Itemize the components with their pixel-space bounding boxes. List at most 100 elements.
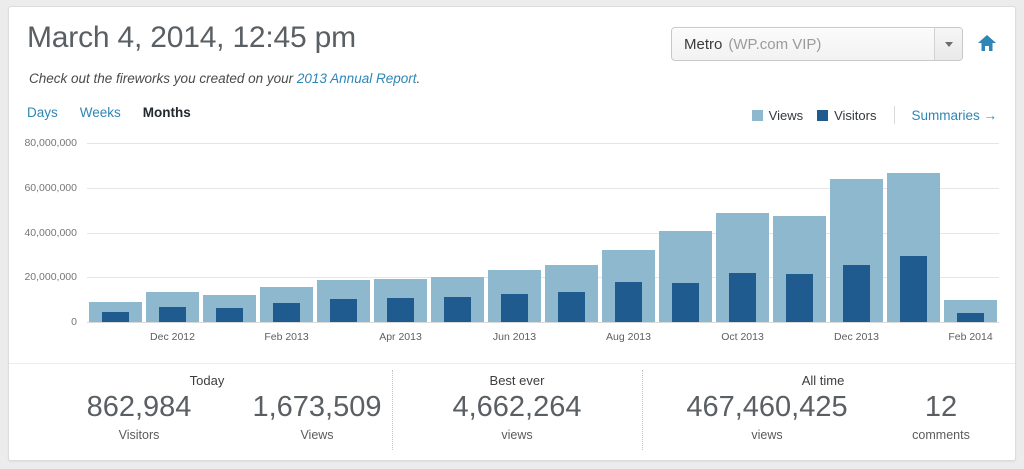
stat-unit-label: Visitors — [118, 428, 160, 442]
stat-value: 4,662,264 — [452, 391, 582, 423]
legend-swatch-views — [751, 109, 763, 121]
legend-item-views[interactable]: Views — [751, 107, 804, 123]
x-axis-tick-label: Oct 2013 — [721, 331, 764, 343]
stat-unit-label: views — [751, 428, 783, 442]
stat-value: 12 — [924, 391, 958, 423]
chart-bar-group[interactable] — [771, 137, 828, 322]
chevron-down-icon — [944, 41, 953, 47]
stat-unit-label: views — [501, 428, 533, 442]
chart-bar-group[interactable] — [144, 137, 201, 322]
stat-value: 862,984 — [86, 391, 192, 423]
stat-group-label: Today — [189, 373, 225, 388]
chart-bar-group[interactable] — [372, 137, 429, 322]
bar-visitors[interactable] — [500, 293, 529, 322]
y-axis-tick-label: 60,000,000 — [24, 181, 77, 194]
y-axis-tick-label: 20,000,000 — [24, 271, 77, 284]
y-axis-tick-label: 80,000,000 — [24, 137, 77, 149]
chart-bar-group[interactable] — [657, 137, 714, 322]
subtitle-text: Check out the fireworks you created on y… — [29, 71, 297, 86]
gridline — [87, 187, 999, 189]
x-axis-tick-label: Dec 2012 — [150, 331, 195, 343]
bar-visitors[interactable] — [158, 307, 187, 322]
stat-divider — [642, 370, 643, 450]
bar-visitors[interactable] — [728, 272, 757, 322]
legend-swatch-visitors — [817, 109, 829, 121]
stats-panel: March 4, 2014, 12:45 pm Check out the fi… — [8, 6, 1016, 461]
stat-group: Best ever 4,662,264 views — [397, 364, 637, 458]
stat-cell: 1,673,509 Views — [217, 390, 417, 442]
legend-item-visitors[interactable]: Visitors — [817, 108, 876, 123]
stat-cell: 4,662,264 views — [417, 390, 617, 442]
gridline — [87, 143, 999, 144]
chart-legend: Views Visitors Summaries → — [751, 106, 997, 124]
x-axis-tick-label: Aug 2013 — [606, 331, 651, 343]
tab-days[interactable]: Days — [27, 105, 58, 120]
site-selector-arrow-box[interactable] — [934, 28, 962, 60]
bar-visitors[interactable] — [272, 302, 301, 322]
period-tabs: Days Weeks Months — [27, 105, 191, 120]
bar-visitors[interactable] — [329, 298, 358, 322]
legend-label-views: Views — [768, 107, 804, 123]
bar-visitors[interactable] — [614, 282, 643, 322]
home-icon[interactable] — [977, 34, 997, 52]
x-axis-tick-label: Dec 2013 — [834, 331, 879, 343]
summaries-link[interactable]: Summaries → — [911, 107, 997, 123]
y-axis-tick-label: 0 — [71, 316, 77, 328]
site-selector-name: Metro — [684, 35, 723, 53]
gridline — [87, 277, 999, 279]
chart-bar-group[interactable] — [942, 137, 999, 322]
site-selector-qualifier: (WP.com VIP) — [728, 35, 822, 53]
bar-visitors[interactable] — [956, 313, 985, 322]
site-selector-wrap: Metro (WP.com VIP) — [671, 27, 963, 61]
chart-baseline — [87, 322, 999, 323]
tab-weeks[interactable]: Weeks — [79, 105, 121, 120]
x-axis-tick-label: Feb 2013 — [264, 331, 309, 343]
chart-bar-group[interactable] — [885, 137, 942, 322]
page-title: March 4, 2014, 12:45 pm — [27, 21, 356, 54]
stat-group: Today 862,984 Visitors 1,673,509 Views — [27, 364, 387, 458]
chart-bar-group[interactable] — [828, 137, 885, 322]
subtitle-suffix: . — [416, 71, 421, 86]
bar-visitors[interactable] — [671, 282, 700, 322]
stat-cell: 862,984 Visitors — [39, 390, 239, 442]
chart-bar-group[interactable] — [315, 137, 372, 322]
stat-value: 467,460,425 — [686, 391, 848, 423]
chart-bar-group[interactable] — [429, 137, 486, 322]
tab-months[interactable]: Months — [142, 105, 191, 120]
x-axis-tick-label: Apr 2013 — [379, 331, 422, 343]
chart-bar-group[interactable] — [258, 137, 315, 322]
bar-visitors[interactable] — [386, 298, 415, 322]
stat-divider — [392, 370, 393, 450]
bar-visitors[interactable] — [443, 297, 472, 322]
stat-group: All time 467,460,425 views 12 comments — [647, 364, 999, 458]
chart-bar-group[interactable] — [486, 137, 543, 322]
panel-header: March 4, 2014, 12:45 pm Check out the fi… — [9, 7, 1015, 99]
annual-report-link[interactable]: 2013 Annual Report — [296, 71, 417, 86]
stat-cell: 12 comments — [883, 390, 999, 442]
stat-value: 1,673,509 — [252, 391, 382, 423]
x-axis-tick-label: Jun 2013 — [492, 331, 537, 343]
bar-visitors[interactable] — [842, 265, 871, 322]
x-axis-tick-label: Feb 2014 — [948, 331, 993, 343]
chart-bar-group[interactable] — [201, 137, 258, 322]
stat-unit-label: Views — [300, 428, 334, 442]
stats-bar-chart: 80,000,000 60,000,000 40,000,000 20,000,000… — [9, 137, 1015, 363]
chart-bar-group[interactable] — [87, 137, 144, 322]
chart-controls: Days Weeks Months Views Visitors Summari… — [9, 99, 1015, 135]
summary-stats: Today 862,984 Visitors 1,673,509 Views Best e… — [9, 363, 1015, 457]
bar-visitors[interactable] — [785, 274, 814, 322]
stat-cell: 467,460,425 views — [647, 390, 887, 442]
chart-bar-group[interactable] — [714, 137, 771, 322]
chart-bar-group[interactable] — [600, 137, 657, 322]
legend-divider — [894, 106, 896, 124]
bar-visitors[interactable] — [101, 311, 130, 322]
bar-visitors[interactable] — [557, 291, 586, 322]
site-selector[interactable]: Metro (WP.com VIP) — [671, 27, 963, 61]
stat-unit-label: comments — [912, 428, 970, 442]
chart-bar-group[interactable] — [543, 137, 600, 322]
gridline — [87, 232, 999, 234]
bar-visitors[interactable] — [215, 307, 244, 322]
chart-plot-area — [87, 137, 999, 322]
subtitle: Check out the fireworks you created on y… — [29, 71, 420, 86]
bar-visitors[interactable] — [899, 255, 928, 322]
